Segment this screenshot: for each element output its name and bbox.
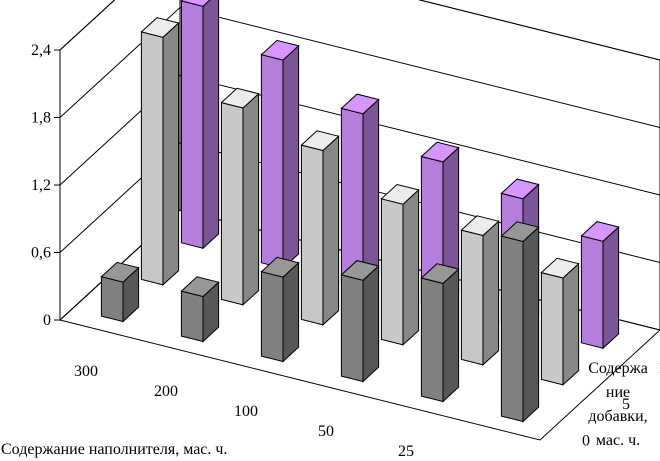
bar-front-face [460,229,484,366]
bar-top-face [180,0,211,7]
bar-top-face [460,215,500,237]
bar-front-face [340,274,364,383]
gridline [59,209,660,331]
bar-side-face [522,226,540,423]
bar-top-face [340,260,380,281]
bar-front-face [380,198,404,346]
gridline [59,6,660,128]
x-tick-label: 25 [398,443,414,460]
bar-side-face [282,44,300,270]
bar-front-face [220,101,244,306]
bar-side-face [402,188,420,346]
bar-5-200 [220,87,260,306]
x-axis-title: Содержание наполнителя, мас. ч. [1,441,227,458]
bar-top-face [420,141,460,163]
gridlines [54,0,660,331]
depth-axis-title: Содержа ние добавки, мас. ч. [588,360,648,449]
bar-5-300 [140,17,180,286]
bar-side-face [162,21,180,286]
bar-10-100 [340,93,380,290]
depth-tick-label: 10 [658,359,660,376]
bar-front-face [260,271,284,363]
bar-front-face [180,0,204,249]
bar-front-face [140,31,164,286]
bar-side-face [362,98,380,290]
bar-0-25 [420,263,460,403]
bar-top-face [300,130,340,152]
x-tick-label: 100 [234,403,258,420]
bar-top-face [380,183,420,205]
bar-front-face [100,276,124,323]
bar-top-face [500,221,540,243]
gridline [59,141,660,263]
bar-top-face [180,276,220,298]
bar-top-face [500,178,540,200]
bar-side-face [562,262,580,386]
x-tick-label: 200 [154,383,178,400]
bar-0-300 [100,261,140,323]
bar-0-0 [500,221,540,423]
gridline [59,74,660,196]
bar-5-25 [460,215,500,366]
y-tick-label: 1,2 [31,177,51,194]
bar-0-50 [340,260,380,383]
x-tick-label: 50 [318,423,334,440]
bar-side-face [322,135,340,326]
bar-front-face [300,144,324,326]
depth-tick-label: 5 [622,396,630,413]
bar-top-face [340,93,380,115]
bar-5-0 [540,257,580,386]
gridline [59,0,660,61]
bar-top-face [540,257,580,279]
bar-front-face [180,290,204,343]
bar-10-300 [180,0,220,250]
depth-tick-label: 0 [582,433,590,450]
y-tick-label: 2,4 [31,42,51,59]
bar-10-0 [580,221,620,350]
y-tick-label: 1,8 [31,110,51,127]
bar-front-face [260,54,284,269]
bar-top-face [140,17,180,38]
bar-front-face [420,277,444,403]
y-tick-label: 0,6 [31,245,51,262]
bar-0-200 [180,276,220,343]
bar-side-face [282,261,300,363]
bar-front-face [580,235,604,349]
bar-side-face [242,92,260,306]
bar-top-face [260,256,300,278]
bars-layer [100,0,620,423]
bar-5-50 [380,183,420,346]
bar-top-face [260,39,300,61]
bar-side-face [202,0,220,250]
bar-side-face [482,220,500,366]
bar-side-face [362,264,380,383]
y-tick-label: 0 [43,312,51,329]
bar-side-face [442,267,460,403]
x-tick-label: 300 [74,363,98,380]
bar-top-face [420,263,460,284]
bar-top-face [220,87,260,109]
bar-front-face [500,235,524,423]
bar-10-200 [260,39,300,270]
bar-0-100 [260,256,300,363]
labels-layer: 00,61,21,82,4300200100502500510Содержани… [1,42,660,460]
bar-front-face [540,271,564,386]
bar-top-face [580,221,620,242]
bar-5-100 [300,130,340,326]
bar-side-face [602,225,620,350]
bar-top-face [100,261,140,283]
